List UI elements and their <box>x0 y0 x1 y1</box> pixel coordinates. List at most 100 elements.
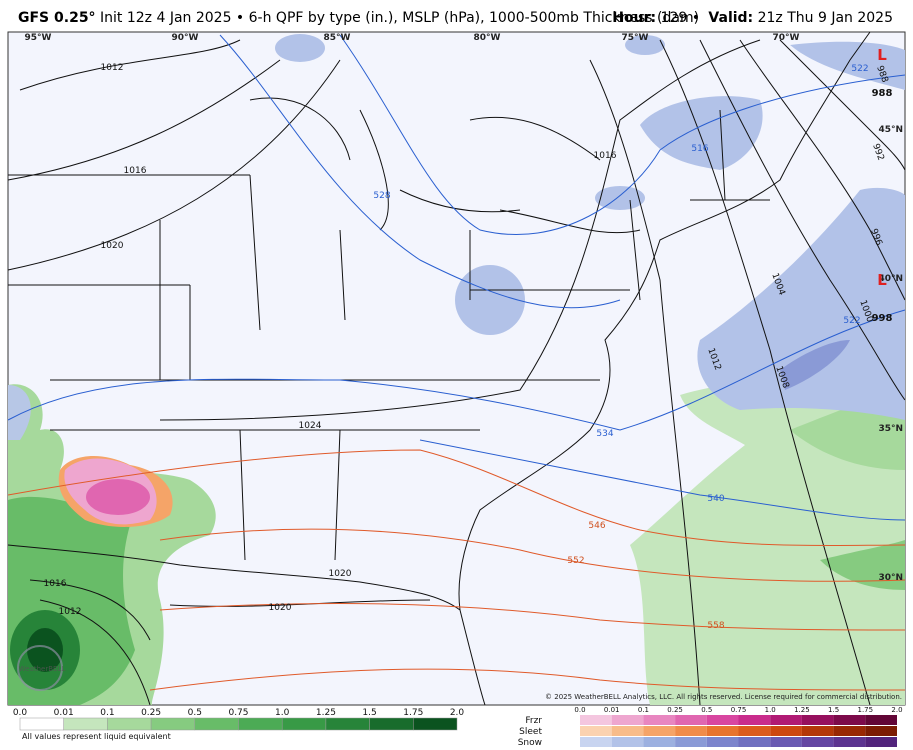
winter-swatch <box>738 737 771 747</box>
rain-note: All values represent liquid equivalent <box>22 732 171 741</box>
rain-swatch <box>281 717 327 731</box>
thickness-label: 552 <box>567 556 584 566</box>
thickness-label: 528 <box>373 191 390 201</box>
state-borders <box>8 109 770 561</box>
gulf-coast <box>7 544 486 706</box>
latitude-label: 45°N <box>878 125 903 135</box>
isobar <box>7 59 281 181</box>
winter-swatch <box>643 715 676 725</box>
winter-tick: 0.01 <box>604 706 620 714</box>
longitude-label: 85°W <box>324 33 351 43</box>
winter-tick: 2.0 <box>891 706 902 714</box>
atlantic-coast <box>458 31 871 611</box>
winter-swatch <box>580 726 612 736</box>
latitude-label: 35°N <box>878 424 903 434</box>
hour: 129 • <box>660 10 700 26</box>
winter-swatch <box>738 726 771 736</box>
winter-type: Sleet <box>519 727 542 737</box>
thickness-label: 522 <box>851 64 868 74</box>
isobar-label: 1016 <box>124 166 147 176</box>
rain-swatch <box>325 717 370 731</box>
copyright: © 2025 WeatherBELL Analytics, LLC. All r… <box>545 693 902 701</box>
thickness-label: 516 <box>691 144 708 154</box>
isobar-label: 1020 <box>101 241 124 251</box>
isobar <box>19 39 241 91</box>
low-symbol: L <box>877 46 887 64</box>
winter-swatch <box>770 715 802 725</box>
thickness <box>7 449 906 547</box>
low-pressure: 988 <box>872 88 893 99</box>
winter-tick: 1.0 <box>765 706 776 714</box>
snow-area <box>595 186 645 210</box>
thickness <box>339 34 906 235</box>
thickness <box>219 34 621 309</box>
legend: 0.0 0.01 0.1 0.25 0.5 0.75 1.0 1.25 1.5 1.75 2.0 Al… <box>13 706 903 748</box>
snow-area <box>625 35 665 55</box>
winter-type: Snow <box>518 738 542 748</box>
isobar <box>7 59 341 271</box>
low-pressure: 998 <box>872 313 893 324</box>
winter-tick: 1.5 <box>828 706 839 714</box>
winter-swatch <box>675 726 707 736</box>
winter-swatch <box>833 737 866 747</box>
snow-area <box>455 265 525 335</box>
snow-area <box>640 96 763 170</box>
rain-tick: 0.75 <box>228 708 248 718</box>
thickness <box>149 668 906 691</box>
thickness <box>159 602 906 631</box>
rain-swatch <box>107 717 152 731</box>
winter-swatch <box>675 715 707 725</box>
hour-label: Hour: <box>612 10 657 26</box>
winter-swatch <box>611 726 644 736</box>
watermark-logo <box>17 645 63 691</box>
winter-tick: 0.5 <box>701 706 712 714</box>
thickness-label: 540 <box>707 494 724 504</box>
winter-swatch <box>580 715 612 725</box>
winter-tick: 1.75 <box>858 706 874 714</box>
rain-swatch <box>238 717 283 731</box>
thickness-label: 534 <box>596 429 613 439</box>
snow-area <box>780 340 850 390</box>
thickness <box>7 309 906 431</box>
watermark: WeatherBELL <box>19 665 66 673</box>
valid-label: Valid: <box>708 10 754 26</box>
model: GFS 0.25° <box>18 10 96 26</box>
winter-swatch <box>643 726 676 736</box>
isobar-lines <box>7 39 906 706</box>
snow-area <box>8 385 31 440</box>
isobar <box>589 59 701 706</box>
thickness-label: 522 <box>843 316 860 326</box>
winter-swatch <box>706 726 739 736</box>
header: GFS 0.25° Init 12z 4 Jan 2025 • 6-h QPF … <box>0 0 913 32</box>
isobar-label: 1012 <box>101 63 124 73</box>
winter-swatch <box>865 726 897 736</box>
winter-swatch <box>801 737 834 747</box>
rain-tick: 1.0 <box>275 708 290 718</box>
winter-swatch <box>611 737 644 747</box>
winter-swatch <box>865 737 897 747</box>
winter-tick: 0.25 <box>667 706 683 714</box>
winter-swatch <box>643 737 676 747</box>
rain-area <box>27 628 63 672</box>
winter-swatch <box>770 726 802 736</box>
description: Init 12z 4 Jan 2025 • 6-h QPF by type (i… <box>100 10 700 26</box>
header-left: GFS 0.25° Init 12z 4 Jan 2025 • 6-h QPF … <box>18 10 703 26</box>
snow-area <box>275 34 325 62</box>
winter-swatch <box>801 715 834 725</box>
rain-tick: 0.0 <box>13 708 28 718</box>
header-right: Hour: 129 • Valid: 21z Thu 9 Jan 2025 <box>612 10 897 26</box>
winter-swatch <box>770 737 802 747</box>
winter-swatch <box>833 715 866 725</box>
snow-area <box>790 41 905 90</box>
isobar <box>159 39 761 421</box>
winter-tick: 0.75 <box>731 706 747 714</box>
isobar-label: 1016 <box>44 579 67 589</box>
rain-swatch <box>194 717 239 731</box>
winter-swatch <box>865 715 897 725</box>
rain-tick: 2.0 <box>450 708 465 718</box>
winter-type: Frzr <box>525 716 542 726</box>
rain-tick: 0.1 <box>100 708 114 718</box>
valid: 21z Thu 9 Jan 2025 <box>757 10 893 26</box>
thickness-label: 558 <box>707 621 724 631</box>
winter-swatch <box>833 726 866 736</box>
